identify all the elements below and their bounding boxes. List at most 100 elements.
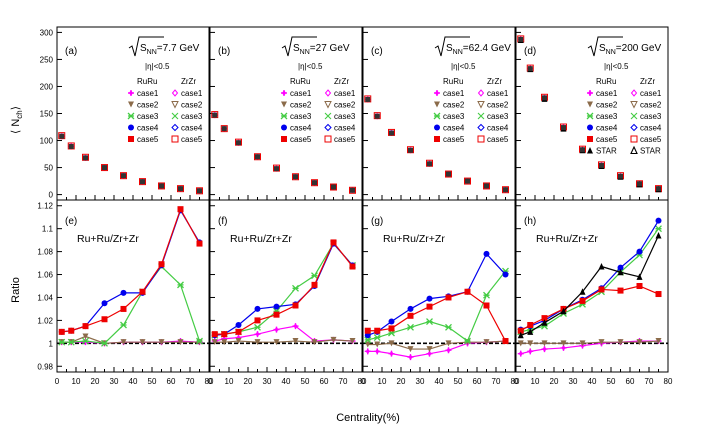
ratio-point-case2	[273, 339, 280, 346]
legend-open-marker-case5	[324, 135, 332, 143]
x-tick-label: 20	[91, 377, 100, 386]
nch-point-stack	[618, 173, 623, 179]
x-tick-label: 40	[435, 377, 444, 386]
ratio-point-case5	[196, 240, 203, 247]
x-tick-label: 10	[72, 377, 81, 386]
legend-label-zr-case1: case1	[181, 89, 203, 98]
legend-marker-case3	[127, 112, 135, 120]
energy-label: SNN=27 GeV	[293, 43, 350, 56]
ratio-line-case2	[367, 340, 506, 350]
legend-open-marker-case2	[324, 101, 332, 109]
ratio-point-case4	[483, 250, 490, 257]
nch-point-case5	[220, 125, 228, 133]
ratio-point-case2	[349, 338, 356, 345]
nch-point-stack	[656, 186, 661, 192]
y-tick-label: 0.98	[37, 362, 53, 371]
nch-point-stack	[446, 171, 451, 177]
x-tick-label: 0	[208, 377, 213, 386]
nch-point-stack	[484, 183, 489, 189]
nch-point-stack	[331, 184, 336, 190]
nch-point-stack	[197, 188, 202, 194]
ratio-point-case2	[235, 338, 242, 345]
nch-point-case5	[120, 172, 127, 180]
sqrt-symbol	[128, 36, 164, 57]
legend-marker-case2	[587, 101, 593, 108]
ratio-point-case2	[527, 340, 534, 347]
legend-marker-case3	[586, 112, 594, 120]
x-tick-label: 50	[607, 377, 616, 386]
legend-label-case1: case1	[290, 89, 312, 98]
ratio-point-case1-diamond	[518, 350, 523, 357]
y-tick-label: 100	[40, 137, 54, 146]
ratio-point-case4	[636, 248, 643, 255]
ratio-point-case5	[311, 281, 318, 288]
legend-label-zr-case5: case5	[181, 135, 203, 144]
ratio-point-case4	[235, 321, 242, 328]
ratio-point-case3	[254, 323, 261, 331]
legend-label-STAR: STAR	[596, 147, 617, 156]
legend-label-case2: case2	[137, 101, 159, 110]
nch-point-stack	[580, 147, 585, 153]
x-tick-label: 50	[148, 377, 157, 386]
ratio-point-case2	[560, 340, 567, 347]
ratio-point-STAR	[617, 268, 624, 276]
legend-open-marker-case1	[630, 89, 638, 97]
ratio-point-case4	[655, 217, 662, 224]
ratio-label: Ru+Ru/Zr+Zr	[383, 233, 445, 245]
ratio-point-case3	[426, 318, 433, 326]
legend-open-marker-case2	[477, 101, 485, 109]
nch-point-case5	[177, 185, 184, 193]
ratio-point-case5	[254, 317, 261, 324]
ratio-point-STAR	[598, 263, 605, 270]
energy-value: =27 GeV	[310, 43, 350, 54]
legend-label-zr-case2: case2	[487, 101, 509, 110]
legend-label-case1: case1	[443, 89, 465, 98]
ratio-point-case5	[364, 327, 371, 334]
ratio-point-case1-diamond	[255, 331, 260, 338]
legend-label-case2: case2	[290, 101, 312, 110]
legend-open-marker-case3	[171, 112, 179, 120]
ratio-point-case2	[426, 346, 433, 353]
legend-label-zr-case4: case4	[640, 124, 662, 133]
legend-label-zr-case2: case2	[640, 101, 662, 110]
panel-frame	[515, 199, 669, 373]
legend-label-case5: case5	[137, 135, 159, 144]
legend-marker-case2	[281, 101, 287, 108]
ratio-label: Ru+Ru/Zr+Zr	[230, 233, 292, 245]
top-ylabel: ⟨ Nch⟩	[10, 106, 24, 134]
ratio-point-case5	[655, 291, 662, 298]
y-tick-label: 1.06	[37, 271, 53, 280]
ratio-point-case5	[158, 261, 165, 268]
ratio-point-case5	[374, 327, 381, 334]
legend-marker-case4	[281, 124, 287, 131]
ratio-point-case5	[483, 302, 490, 309]
energy-value: =200 GeV	[616, 43, 662, 54]
nch-point-case5	[483, 182, 490, 190]
bottom-ylabel: Ratio	[10, 277, 22, 303]
legend-marker-case5	[128, 136, 134, 142]
nch-point-case5	[101, 164, 108, 172]
ratio-point-case1-diamond	[542, 346, 547, 353]
legend-open-marker-case5	[171, 135, 179, 143]
ratio-point-case2	[617, 339, 624, 346]
ratio-point-case5	[68, 327, 75, 334]
legend-open-marker-case1	[477, 89, 485, 97]
xlabel: Centrality(%)	[336, 412, 400, 424]
ratio-point-case3	[373, 334, 381, 342]
nch-point-stack	[599, 162, 604, 168]
x-tick-label: 20	[550, 377, 559, 386]
eta-cut-label: |η|<0.5	[604, 62, 629, 71]
x-tick-label: 40	[129, 377, 138, 386]
nch-point-stack	[374, 113, 380, 119]
ratio-point-case1-diamond	[293, 323, 298, 330]
ratio-point-case1-diamond	[389, 350, 394, 357]
ratio-line-case2	[214, 339, 353, 343]
ratio-point-case2	[221, 339, 228, 346]
legend-marker-case1-diamond	[435, 90, 439, 96]
ratio-point-case2	[407, 346, 414, 353]
x-tick-label: 0	[514, 377, 519, 386]
ratio-point-case2	[211, 339, 218, 346]
ratio-point-case2	[292, 338, 299, 345]
panel-frame	[209, 199, 363, 373]
